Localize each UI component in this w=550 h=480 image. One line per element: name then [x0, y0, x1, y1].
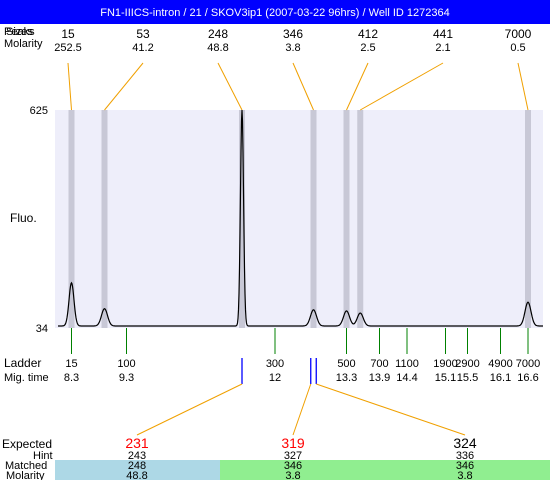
- ladder-size-label: 7000: [516, 358, 540, 370]
- peak-connectors: [67, 62, 529, 111]
- expected-connectors: [136, 383, 466, 436]
- ladder-time-label: 15.1: [435, 372, 456, 384]
- peak-size-label: 53: [136, 27, 150, 41]
- y-tick-max: 625: [30, 105, 48, 117]
- peak-connector: [346, 62, 369, 111]
- ladder-time-label: 8.3: [64, 372, 79, 384]
- expected-markers: [241, 358, 317, 384]
- peak-molarity-label: 252.5: [54, 42, 82, 54]
- ladder-time-label: 14.4: [396, 372, 417, 384]
- title-bar: [0, 0, 550, 24]
- plot-area: [55, 110, 543, 328]
- peak-size-label: 412: [358, 27, 378, 41]
- ladder-time-label: 15.5: [457, 372, 478, 384]
- peak-band: [343, 110, 350, 328]
- peak-molarity-label: 48.8: [207, 42, 228, 54]
- peak-band: [357, 110, 364, 328]
- expected-matched: 346: [284, 460, 302, 472]
- y-tick-min: 34: [36, 323, 48, 335]
- peak-connector: [517, 62, 529, 111]
- molarity-top-label: Molarity: [4, 38, 43, 50]
- ladder-size-label: 700: [370, 358, 388, 370]
- ladder-size-label: 1900: [433, 358, 457, 370]
- ladder-time-label: 12: [269, 372, 281, 384]
- expected-hint: 336: [456, 450, 474, 462]
- ladder-size-label: 2900: [455, 358, 479, 370]
- peak-band: [310, 110, 317, 328]
- peak-molarity-label: 2.1: [435, 42, 450, 54]
- ladder-time-label: 9.3: [119, 372, 134, 384]
- expected-size: 231: [125, 435, 149, 451]
- ladder-size-label: 500: [337, 358, 355, 370]
- ladder-time-label: 16.1: [490, 372, 511, 384]
- ladder-size-label: 300: [266, 358, 284, 370]
- peak-size-label: 441: [433, 27, 453, 41]
- peaks-label: Peaks: [4, 26, 35, 38]
- peak-molarity-label: 41.2: [132, 42, 153, 54]
- ladder-marks: 15 8.3 100 9.3 300 12 500 13.3 700 13.9 1100 14.4 19…: [64, 328, 540, 384]
- peak-band: [68, 110, 75, 328]
- expected-connector: [292, 383, 312, 436]
- chart-title: FN1-IIICS-intron / 21 / SKOV3ip1 (2007-0…: [100, 7, 450, 19]
- peak-connector: [67, 62, 72, 111]
- peak-size-label: 346: [283, 27, 303, 41]
- peak-connector: [217, 62, 243, 111]
- expected-label: Expected: [2, 437, 52, 451]
- expected-hint: 327: [284, 450, 302, 462]
- peak-molarity-label: 0.5: [510, 42, 525, 54]
- peak-bands: [68, 110, 531, 328]
- matched-bar-blue: [55, 460, 220, 480]
- expected-connector: [316, 383, 466, 436]
- expected-size: 324: [453, 435, 477, 451]
- peak-band: [239, 110, 245, 328]
- ladder-size-label: 4900: [488, 358, 512, 370]
- expected-hint: 243: [128, 450, 146, 462]
- ladder-time-label: 16.6: [517, 372, 538, 384]
- expected-matched: 346: [456, 460, 474, 472]
- molarity-bottom-label: Molarity: [6, 470, 45, 480]
- peak-size-label: 15: [61, 27, 75, 41]
- fluorescence-trace: [58, 109, 543, 327]
- sizes-label: Sizes: [6, 26, 33, 38]
- peak-size-label: 248: [208, 27, 228, 41]
- hint-label: Hint: [33, 450, 53, 462]
- peak-band: [525, 110, 531, 328]
- ladder-size-label: 1100: [395, 358, 419, 370]
- peak-connector: [360, 62, 444, 111]
- peak-connector: [292, 62, 314, 111]
- expected-molarity: 3.8: [285, 470, 300, 480]
- peak-molarity-label: 2.5: [360, 42, 375, 54]
- peak-molarity-label: 3.8: [285, 42, 300, 54]
- ladder-size-label: 15: [65, 358, 77, 370]
- expected-size: 319: [281, 435, 305, 451]
- matched-label: Matched: [5, 460, 47, 472]
- peak-connector: [104, 62, 144, 111]
- peak-band: [101, 110, 108, 328]
- fluo-label: Fluo.: [10, 211, 37, 225]
- expected-molarity: 3.8: [457, 470, 472, 480]
- expected-molarity: 48.8: [126, 470, 147, 480]
- expected-connector: [136, 383, 243, 436]
- ladder-time-label: 13.3: [336, 372, 357, 384]
- ladder-time-label: 13.9: [369, 372, 390, 384]
- peak-size-label: 7000: [505, 27, 532, 41]
- mig-time-label: Mig. time: [4, 372, 49, 384]
- expected-matched: 248: [128, 460, 146, 472]
- matched-bar-green: [220, 460, 550, 480]
- ladder-label: Ladder: [4, 356, 41, 370]
- ladder-size-label: 100: [117, 358, 135, 370]
